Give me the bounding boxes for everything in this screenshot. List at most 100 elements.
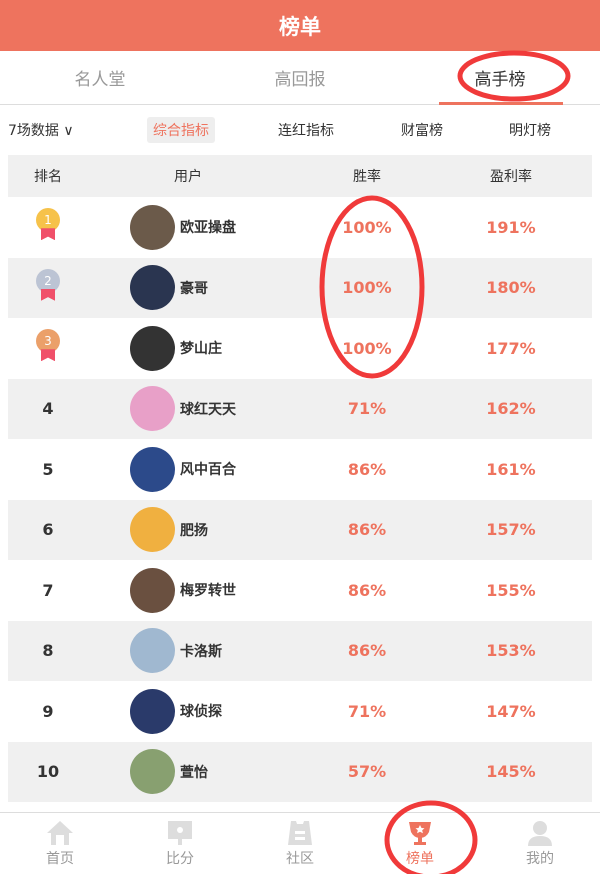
user-name[interactable]: 梦山庄: [180, 341, 222, 358]
nav-rankings[interactable]: 榜单: [360, 813, 480, 874]
win-rate: 57%: [347, 762, 387, 782]
avatar[interactable]: [130, 265, 175, 311]
user-name[interactable]: 欧亚操盘: [180, 220, 236, 237]
profit-rate: 153%: [486, 641, 536, 661]
win-rate: 100%: [342, 217, 392, 237]
user-cell: 梅罗转世: [88, 567, 288, 613]
range-label: 7场数据: [8, 123, 59, 139]
user-cell: 梦山庄: [88, 325, 288, 371]
medal-silver-icon: 2: [36, 268, 60, 303]
rank-number: 8: [42, 641, 54, 661]
rank-number: 7: [42, 580, 54, 600]
avatar[interactable]: [130, 446, 175, 492]
table-row[interactable]: 3 梦山庄 100% 177%: [8, 318, 592, 379]
filter-beacon[interactable]: 明灯榜: [509, 123, 551, 139]
avatar[interactable]: [130, 204, 175, 250]
header-winrate: 胜率: [353, 169, 381, 185]
rank-number: 10: [36, 762, 60, 782]
score-icon: [168, 821, 192, 845]
profit-rate: 157%: [486, 520, 536, 540]
profit-rate: 180%: [486, 278, 536, 298]
user-name[interactable]: 风中百合: [180, 462, 236, 479]
filter-wealth[interactable]: 财富榜: [401, 123, 443, 139]
avatar[interactable]: [130, 688, 175, 734]
user-name[interactable]: 萱怡: [180, 764, 208, 781]
avatar[interactable]: [130, 325, 175, 371]
table-row[interactable]: 9 球侦探 71% 147%: [8, 681, 592, 742]
user-cell: 球侦探: [88, 688, 288, 734]
rank-cell: 5: [8, 460, 88, 479]
user-cell: 球红天天: [88, 386, 288, 432]
nav-label: 榜单: [406, 851, 434, 867]
table-row[interactable]: 1 欧亚操盘 100% 191%: [8, 197, 592, 258]
rank-cell: 3: [8, 329, 88, 367]
win-rate: 86%: [347, 459, 387, 479]
win-rate: 71%: [347, 399, 387, 419]
profit-rate: 147%: [486, 701, 536, 721]
range-dropdown[interactable]: 7场数据 ∨: [8, 120, 74, 140]
user-name[interactable]: 豪哥: [180, 280, 208, 297]
avatar[interactable]: [130, 749, 175, 795]
nav-community[interactable]: 社区: [240, 813, 360, 874]
user-name[interactable]: 卡洛斯: [180, 643, 222, 660]
table-row[interactable]: 8 卡洛斯 86% 153%: [8, 620, 592, 681]
rank-cell: 2: [8, 268, 88, 307]
rank-number: 9: [42, 701, 54, 721]
rank-cell: 9: [8, 702, 88, 721]
nav-score[interactable]: 比分: [120, 813, 240, 874]
chevron-down-icon: ∨: [63, 123, 74, 139]
bottom-nav: 首页 比分 社区 榜单 我的: [0, 812, 600, 874]
nav-mine[interactable]: 我的: [480, 813, 600, 874]
win-rate: 86%: [347, 520, 387, 540]
tab-hall-of-fame[interactable]: 名人堂: [74, 70, 126, 90]
rank-cell: 10: [8, 762, 88, 781]
table-row[interactable]: 6 肥扬 86% 157%: [8, 499, 592, 560]
rank-cell: 4: [8, 399, 88, 418]
community-icon: [288, 821, 312, 845]
avatar[interactable]: [130, 567, 175, 613]
nav-home[interactable]: 首页: [0, 813, 120, 874]
user-cell: 欧亚操盘: [88, 204, 288, 250]
profit-rate: 191%: [486, 217, 536, 237]
ranking-list: 1 欧亚操盘 100% 191% 2 豪哥 100% 180% 3 梦山庄 100%…: [0, 197, 600, 802]
avatar[interactable]: [130, 386, 175, 432]
user-cell: 萱怡: [88, 749, 288, 795]
avatar[interactable]: [130, 628, 175, 674]
user-icon: [528, 821, 552, 846]
trophy-icon: [409, 822, 431, 845]
win-rate: 86%: [347, 580, 387, 600]
win-rate: 86%: [347, 641, 387, 661]
nav-label: 我的: [526, 851, 554, 867]
avatar[interactable]: [130, 507, 175, 553]
user-name[interactable]: 球侦探: [180, 704, 222, 721]
profit-rate: 145%: [486, 762, 536, 782]
win-rate: 100%: [342, 338, 392, 358]
rank-cell: 7: [8, 581, 88, 600]
table-header: 排名 用户 胜率 盈利率: [8, 155, 592, 197]
header-profit: 盈利率: [490, 169, 532, 185]
win-rate: 71%: [347, 701, 387, 721]
table-row[interactable]: 10 萱怡 57% 145%: [8, 741, 592, 802]
filter-bar: 7场数据 ∨ 综合指标 连红指标 财富榜 明灯榜: [0, 105, 600, 155]
nav-label: 社区: [286, 851, 314, 867]
table-row[interactable]: 2 豪哥 100% 180%: [8, 257, 592, 318]
filter-streak[interactable]: 连红指标: [278, 123, 334, 139]
profit-rate: 177%: [486, 338, 536, 358]
filter-composite[interactable]: 综合指标: [147, 117, 215, 143]
rank-number: 5: [42, 459, 54, 479]
user-name[interactable]: 球红天天: [180, 401, 236, 418]
rank-number: 6: [42, 520, 54, 540]
table-row[interactable]: 7 梅罗转世 86% 155%: [8, 560, 592, 621]
medal-gold-icon: 1: [36, 208, 60, 242]
tab-high-return[interactable]: 高回报: [274, 70, 326, 90]
tab-experts[interactable]: 高手榜: [400, 51, 600, 105]
table-row[interactable]: 4 球红天天 71% 162%: [8, 378, 592, 439]
user-name[interactable]: 肥扬: [180, 522, 208, 539]
rank-cell: 1: [8, 208, 88, 246]
user-name[interactable]: 梅罗转世: [180, 583, 236, 600]
user-cell: 肥扬: [88, 507, 288, 553]
nav-label: 首页: [46, 851, 74, 867]
user-cell: 豪哥: [88, 265, 288, 311]
table-row[interactable]: 5 风中百合 86% 161%: [8, 439, 592, 500]
nav-label: 比分: [166, 851, 194, 867]
